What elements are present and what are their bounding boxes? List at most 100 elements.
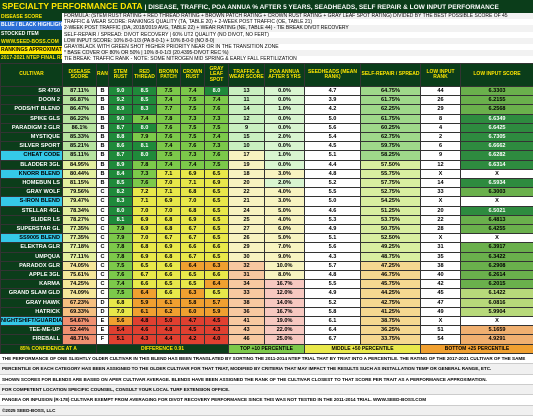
- cell: 19.0%: [265, 317, 305, 326]
- cell: C: [97, 280, 109, 289]
- cultivar-name: MYSTIQUE: [1, 133, 63, 142]
- cell: 6.2: [157, 307, 181, 316]
- cultivar-name: SR 4750: [1, 87, 63, 96]
- cell: 6.3422: [461, 252, 533, 261]
- cell: X: [421, 234, 461, 243]
- cultivar-name: SILVER SPORT: [1, 142, 63, 151]
- cell: X: [421, 169, 461, 178]
- cell: 6.4: [305, 326, 361, 335]
- column-header: SEEDHEADS (MEAN RANK): [305, 64, 361, 87]
- cell: 6.2614: [461, 271, 533, 280]
- cell: 10: [229, 142, 265, 151]
- cell: 5.0: [305, 114, 361, 123]
- cell: 6.4: [181, 261, 205, 270]
- cell: 35: [421, 252, 461, 261]
- column-header: RANK: [97, 64, 109, 87]
- cell: 33: [421, 188, 461, 197]
- cell: 7.6: [157, 133, 181, 142]
- cell: D: [97, 307, 109, 316]
- cell: 20: [421, 206, 461, 215]
- cell: X: [461, 317, 533, 326]
- cell: 5.5: [305, 188, 361, 197]
- footer-note: SHOWN SCORES FOR BLENDS ARE BASED ON APE…: [0, 375, 533, 385]
- cell: 6.0%: [265, 225, 305, 234]
- cell: 7.5: [181, 96, 205, 105]
- cultivar-name: FIREBALL: [1, 335, 63, 344]
- cell: 51: [421, 326, 461, 335]
- footer: THE PERFORMANCE OF ONE SLIGHTLY OLDER CU…: [0, 354, 533, 416]
- cell: X: [461, 169, 533, 178]
- cell: 6.6: [157, 271, 181, 280]
- cell: 41: [229, 317, 265, 326]
- cell: 0.0%: [265, 123, 305, 132]
- cell: 6.6314: [461, 160, 533, 169]
- cell: 74.05%: [63, 261, 97, 270]
- cultivar-name: ELEKTRA GLR: [1, 243, 63, 252]
- cultivar-name: DOON 2: [1, 96, 63, 105]
- cell: 0.0%: [265, 160, 305, 169]
- cell: B: [97, 169, 109, 178]
- cell: 7.5: [181, 123, 205, 132]
- cell: 81.15%: [63, 179, 97, 188]
- cell: 64.75%: [361, 87, 421, 96]
- cell: 4.3: [305, 252, 361, 261]
- cell: 62.25%: [361, 105, 421, 114]
- cell: 6.3303: [461, 87, 533, 96]
- column-header: GRAY LEAF SPOT: [205, 64, 229, 87]
- cell: 6.7: [157, 234, 181, 243]
- cell: 7.4: [205, 133, 229, 142]
- cell: 6.5: [133, 261, 157, 270]
- cell: 6.8: [157, 252, 181, 261]
- cultivar-name: PARADIGM 2 GLR: [1, 123, 63, 132]
- cell: 8.0: [133, 123, 157, 132]
- legend-key: STOCKED ITEM: [0, 30, 62, 38]
- cell: 7.6: [133, 179, 157, 188]
- cell: 38: [421, 261, 461, 270]
- cell: 4.2: [305, 105, 361, 114]
- cell: 4.0%: [265, 188, 305, 197]
- cell: 7.0: [133, 206, 157, 215]
- cell: C: [97, 225, 109, 234]
- cell: 8.6: [109, 142, 133, 151]
- cell: 6.1: [305, 317, 361, 326]
- cell: 5.6: [305, 123, 361, 132]
- cell: 8.0: [205, 87, 229, 96]
- cell: 4.5: [305, 142, 361, 151]
- column-header: LOW INPUT SCORE: [461, 64, 533, 87]
- cell: 8.0%: [265, 271, 305, 280]
- cell: 7.6: [205, 105, 229, 114]
- cell: 8.3: [109, 197, 133, 206]
- cell: 7.4: [157, 160, 181, 169]
- cell: 47.25%: [361, 261, 421, 270]
- cell: 54: [421, 335, 461, 344]
- cell: 5.1: [109, 335, 133, 344]
- cell: 6.0816: [461, 298, 533, 307]
- cell: 84.95%: [63, 160, 97, 169]
- cell: 2: [421, 133, 461, 142]
- cell: 77.18%: [63, 243, 97, 252]
- cell: 4.6: [133, 326, 157, 335]
- cell: 13: [229, 87, 265, 96]
- cell: 69.33%: [63, 307, 97, 316]
- cell: B: [97, 123, 109, 132]
- cultivar-name: HOMEBUN LS: [1, 179, 63, 188]
- cell: 8: [421, 114, 461, 123]
- cell: B: [97, 96, 109, 105]
- cell: 7.1: [157, 188, 181, 197]
- cell: 4.9: [305, 225, 361, 234]
- cell: X: [461, 197, 533, 206]
- title-bar: SPECIALTY PERFORMANCE DATA | DISEASE, TR…: [0, 0, 533, 13]
- cell: 6.7: [133, 271, 157, 280]
- cell: 12: [421, 160, 461, 169]
- cell: 6.7: [181, 225, 205, 234]
- cell: 6.6: [205, 243, 229, 252]
- cell: C: [97, 252, 109, 261]
- cell: 25: [229, 215, 265, 224]
